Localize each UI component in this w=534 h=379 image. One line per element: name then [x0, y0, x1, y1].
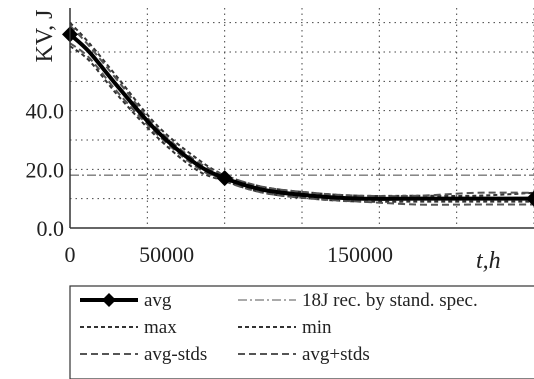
series-marker-avg: [526, 190, 534, 207]
y-tick-label: 20.0: [26, 157, 65, 182]
tick-labels: 0.0 20.0 40.0 0 50000 150000: [26, 99, 394, 267]
series-line-avg-stds: [69, 24, 534, 198]
legend-label: avg-stds: [144, 344, 207, 365]
axes: [69, 8, 534, 229]
y-axis-label: KV, J: [32, 10, 58, 63]
x-tick-label: 0: [65, 242, 76, 267]
legend-entry: avg+stds: [238, 344, 370, 365]
legend: avg 18J rec. by stand. spec. max min avg-std…: [69, 285, 534, 379]
legend-entry: avg-stds: [80, 344, 207, 365]
x-tick-label: 50000: [139, 242, 194, 267]
legend-entry: min: [238, 317, 332, 338]
legend-entry: avg: [80, 290, 172, 311]
legend-label: avg+stds: [302, 344, 370, 365]
legend-box: [69, 285, 534, 379]
legend-label: 18J rec. by stand. spec.: [302, 290, 478, 311]
y-tick-label: 0.0: [37, 216, 65, 241]
legend-entry: 18J rec. by stand. spec.: [238, 290, 478, 311]
x-axis-label: t,h: [476, 248, 501, 274]
series-line-avg-stds: [69, 42, 534, 206]
legend-label: min: [302, 317, 332, 338]
x-tick-label: 150000: [327, 242, 393, 267]
series-marker-avg: [216, 170, 233, 187]
series-layer: [68, 21, 534, 206]
legend-swatch-marker: [102, 293, 116, 307]
grid: [70, 8, 534, 228]
y-tick-label: 40.0: [26, 99, 65, 124]
series-line-min: [69, 45, 534, 203]
legend-label: max: [144, 317, 177, 338]
legend-entry: max: [80, 317, 177, 338]
legend-label: avg: [144, 290, 172, 311]
series-line-avg: [68, 32, 534, 201]
markers-layer: [62, 26, 534, 207]
